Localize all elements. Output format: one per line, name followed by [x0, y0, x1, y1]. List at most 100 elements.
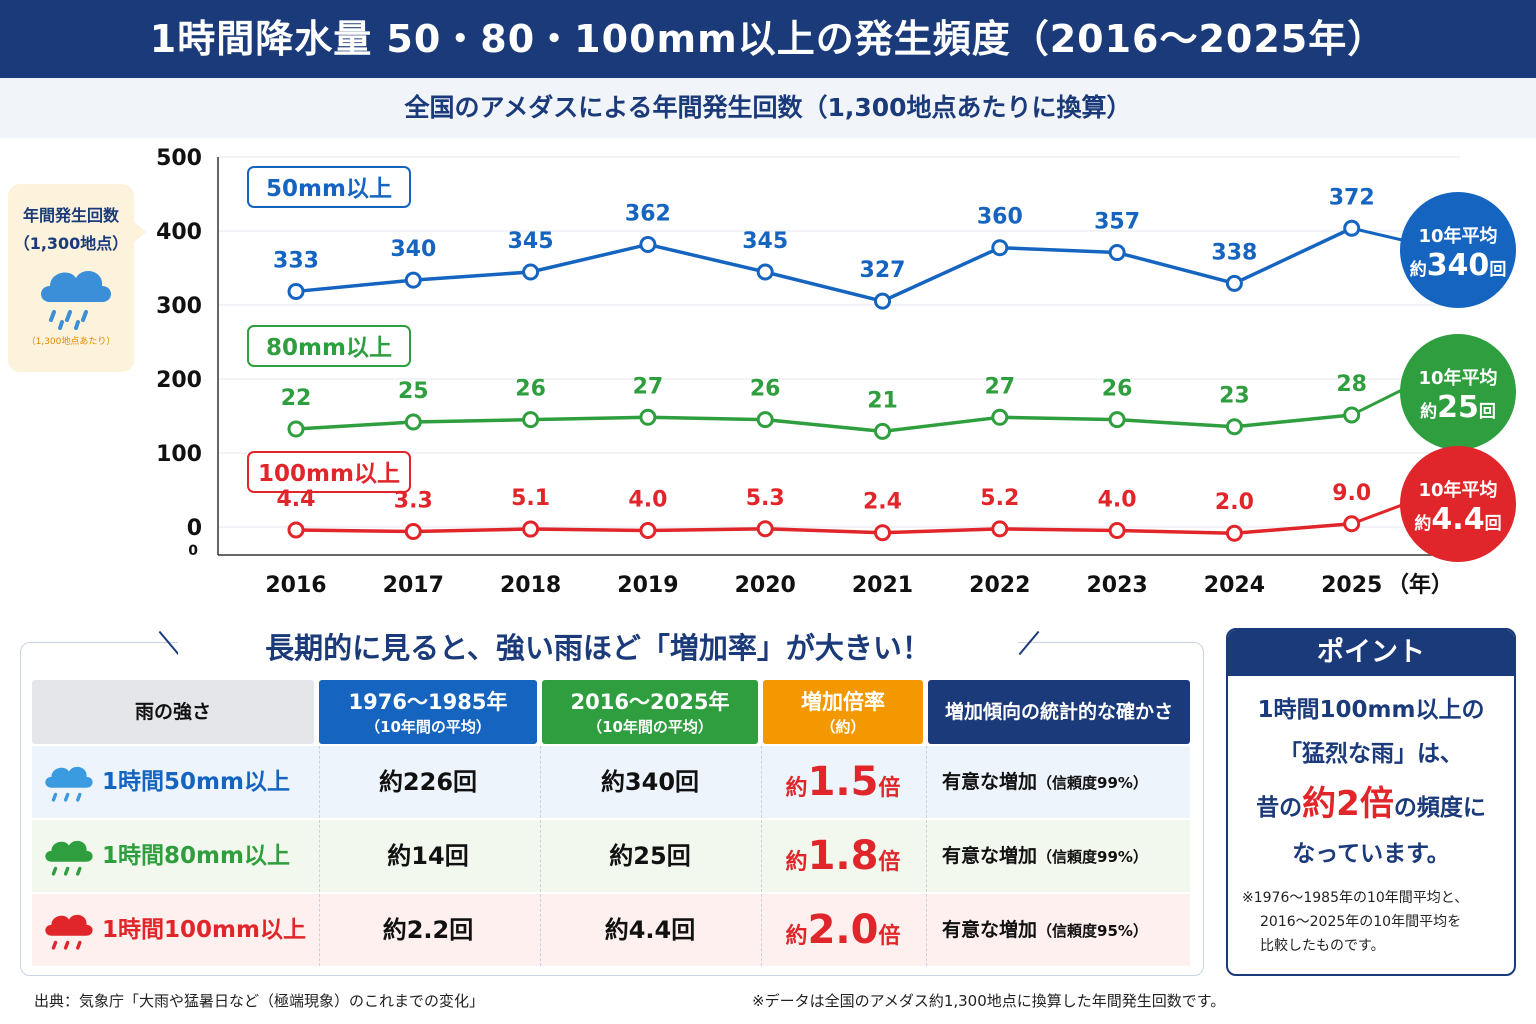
unit-sublabel: （1,300地点） [13, 234, 129, 253]
row-ratio: 約1.8倍 [785, 833, 901, 879]
data-label: 345 [508, 229, 554, 254]
data-label: 5.1 [511, 486, 550, 511]
row-value-2016: 約25回 [609, 842, 691, 870]
average-connector [1351, 503, 1403, 526]
data-point [1225, 524, 1243, 542]
legend-label: 50mm以上 [266, 176, 392, 202]
data-point [756, 263, 774, 281]
x-tick-label: 2016 [265, 573, 326, 598]
data-label: 327 [860, 258, 906, 283]
point-line-4: なっています。 [1292, 841, 1450, 867]
data-point [874, 422, 891, 440]
data-point [287, 420, 305, 438]
y-tick-label: 0 [187, 516, 202, 541]
data-label: 4.0 [628, 488, 667, 513]
row-significance: 有意な増加（信頼度99%） [942, 845, 1148, 867]
data-label: 22 [281, 386, 312, 411]
average-label: 10年平均 [1418, 368, 1498, 389]
data-label: 27 [633, 374, 664, 399]
data-label: 26 [515, 377, 546, 402]
series-line [295, 413, 1352, 434]
data-point [756, 411, 774, 429]
data-point [287, 282, 305, 300]
y-tick-label: 300 [156, 294, 202, 319]
data-label: 25 [398, 379, 429, 404]
unit-note: （1,300地点あたり） [26, 337, 116, 347]
rain-cloud-red-icon [42, 906, 96, 960]
y-tick-label: 500 [156, 146, 202, 171]
data-point [991, 520, 1009, 538]
data-point [991, 239, 1009, 257]
rain-cloud-icon [36, 260, 116, 334]
data-label: 338 [1211, 240, 1257, 265]
data-label: 3.3 [394, 488, 433, 513]
average-connector [1351, 388, 1403, 417]
page-subtitle: 全国のアメダスによる年間発生回数（1,300地点あたりに換算） [0, 78, 1536, 138]
table-row: 1時間80mm以上 約14回 約25回 約1.8倍 有意な増加（信頼度99%） [32, 820, 1190, 892]
data-point [639, 522, 657, 540]
x-tick-label: 2021 [852, 573, 913, 598]
data-label: 372 [1329, 185, 1375, 210]
data-point [1225, 418, 1243, 436]
average-label: 10年平均 [1418, 226, 1498, 247]
series-line [295, 226, 1353, 303]
data-point [756, 520, 774, 538]
point-box: ポイント 1時間100mm以上の 「猛烈な雨」は、 昔の約2倍の頻度に なってい… [1226, 628, 1516, 976]
line-chart: 500 400 300 200 100 0 0 2016 2017 2018 2019 2020 202… [156, 146, 1460, 598]
row-significance: 有意な増加（信頼度99%） [942, 771, 1148, 793]
legend-box [247, 166, 411, 208]
data-point [522, 411, 540, 429]
point-line-2: 「猛烈な雨」は、 [1279, 741, 1463, 767]
data-point [287, 521, 305, 539]
legend-box [247, 451, 411, 493]
average-badge-50mm: 10年平均 約340回 [1400, 192, 1516, 308]
data-label: 5.3 [746, 486, 785, 511]
data-label: 26 [750, 377, 781, 402]
data-point [522, 520, 540, 538]
average-badge-80mm: 10年平均 約25回 [1400, 334, 1516, 450]
x-tick-label: 2019 [617, 573, 678, 598]
row-value-1976: 約226回 [378, 768, 478, 796]
data-point [874, 524, 891, 542]
legend-box [247, 325, 411, 367]
row-ratio: 約2.0倍 [785, 907, 901, 953]
data-point [1343, 406, 1361, 424]
data-label: 340 [390, 237, 436, 262]
data-label: 21 [867, 388, 898, 413]
x-tick-label: 2017 [383, 573, 444, 598]
summary-title: 長期的に見ると、強い雨ほど「増加率」が大きい！ [178, 626, 1018, 670]
data-label: 9.0 [1332, 481, 1371, 506]
data-label: 333 [273, 248, 319, 273]
data-point [404, 413, 422, 431]
header-significance: 増加傾向の統計的な確かさ [928, 680, 1190, 744]
point-line-1: 1時間100mm以上の [1257, 697, 1485, 723]
row-ratio: 約1.5倍 [785, 759, 901, 805]
data-point [639, 235, 657, 253]
average-connector [1351, 226, 1403, 242]
header-intensity: 雨の強さ [32, 680, 314, 744]
row-value-1976: 約14回 [387, 842, 469, 870]
data-label: 4.0 [1098, 488, 1137, 513]
header-period-2016: 2016〜2025年 （10年間の平均） [542, 680, 758, 744]
average-value: 約25回 [1420, 390, 1496, 425]
average-badge-100mm: 10年平均 約4.4回 [1400, 446, 1516, 562]
row-value-2016: 約4.4回 [604, 916, 696, 944]
data-point [874, 292, 891, 310]
table-row: 1時間100mm以上 約2.2回 約4.4回 約2.0倍 有意な増加（信頼度95… [32, 894, 1190, 966]
data-point [1108, 411, 1126, 429]
point-title: ポイント [1228, 630, 1514, 676]
y-tick-label: 100 [156, 442, 202, 467]
data-label: 357 [1094, 210, 1140, 235]
legend-label: 80mm以上 [266, 335, 392, 361]
data-label: 5.2 [980, 486, 1019, 511]
page-title: 1時間降水量 50・80・100mm以上の発生頻度（2016〜2025年） [0, 0, 1536, 78]
x-tick-label: 2023 [1086, 573, 1147, 598]
y-axis-unit-box: 年間発生回数 （1,300地点） （1,300地点あたり） [8, 184, 146, 372]
data-label: 4.4 [277, 487, 316, 512]
data-point [404, 271, 422, 289]
point-note-3: 比較したものです。 [1260, 938, 1385, 954]
row-label: 1時間100mm以上 [102, 917, 306, 943]
data-label: 27 [984, 374, 1015, 399]
data-label: 23 [1219, 384, 1250, 409]
data-label: 362 [625, 201, 671, 226]
